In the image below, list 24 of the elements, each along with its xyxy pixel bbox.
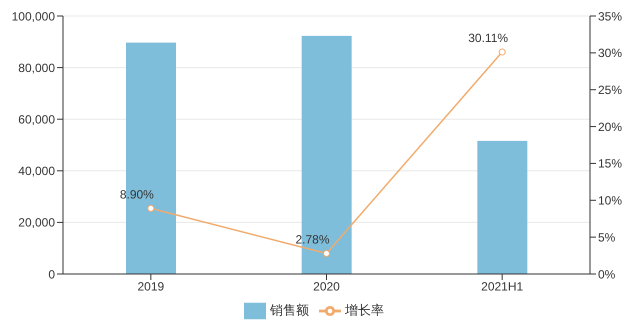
legend-label: 增长率 xyxy=(345,302,384,318)
x-tick-label: 2020 xyxy=(313,280,340,294)
y2-tick-label: 35% xyxy=(598,9,622,24)
y2-tick-label: 15% xyxy=(598,156,622,171)
y-tick-label: 0 xyxy=(48,267,56,282)
y2-tick-label: 5% xyxy=(598,230,616,244)
y2-tick-label: 20% xyxy=(598,120,622,134)
y-tick-label: 40,000 xyxy=(18,164,56,178)
y2-tick-label: 30% xyxy=(598,46,622,60)
y-tick-label: 20,000 xyxy=(18,216,56,230)
y2-tick-label: 25% xyxy=(598,82,622,97)
x-tick-label: 2021H1 xyxy=(481,280,524,294)
y2-tick-label: 0% xyxy=(598,267,616,282)
bar xyxy=(477,140,528,274)
data-label: 30.11% xyxy=(468,31,508,46)
point xyxy=(498,48,506,56)
y-tick-label: 80,000 xyxy=(18,60,56,75)
y-tick-label: 60,000 xyxy=(18,112,56,126)
point xyxy=(323,250,330,258)
y-tick-label: 100,000 xyxy=(12,9,56,24)
y2-tick-label: 10% xyxy=(598,194,622,208)
legend-label: 销售额 xyxy=(270,302,309,318)
point xyxy=(147,204,154,212)
x-tick-label: 2019 xyxy=(137,280,165,294)
